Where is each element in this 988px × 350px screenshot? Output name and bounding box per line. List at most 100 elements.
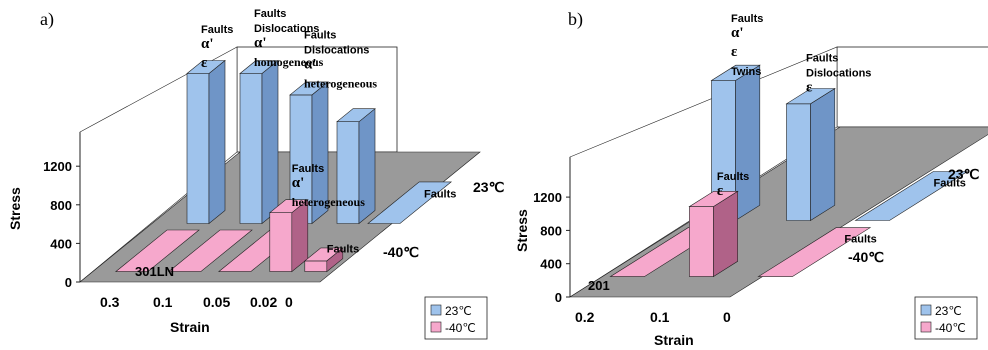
bar-s1-c2-flat: [757, 227, 872, 277]
annotation-line: Faults: [934, 178, 966, 190]
y-tick-label: 800: [50, 198, 72, 213]
bar-s0-c1-top: [239, 60, 279, 74]
annotation-line: Faults: [292, 163, 324, 175]
annotation-line: ε: [717, 183, 724, 199]
bar-s0-c1: [785, 87, 836, 222]
x-axis-title: Strain: [170, 319, 210, 335]
panel-label: a): [40, 9, 54, 30]
bar-s1-c4-front: [304, 260, 328, 272]
bar-s0-c1-front: [239, 73, 263, 224]
bar-s0-c1-side: [810, 87, 836, 222]
y-axis-title: Stress: [7, 187, 23, 230]
annotation-line: Dislocations: [806, 67, 871, 79]
x-tick-label: 0.05: [203, 294, 230, 310]
bar-s0-c4: [367, 181, 453, 224]
bar-s0-c0: [186, 59, 226, 225]
y-axis-title: Stress: [514, 209, 530, 252]
annotation-line: α': [731, 25, 744, 41]
bar-s0-c0-top: [710, 64, 761, 81]
bar-s0-c2-flat: [854, 171, 969, 221]
legend-label: -40℃: [445, 321, 476, 335]
annotation-line: Faults: [844, 234, 876, 246]
bar-s0-c1: [239, 59, 279, 225]
bar-s1-c1: [688, 190, 739, 278]
annotation-line: α': [304, 56, 317, 72]
chart-panel-2: 04008001200Faultsα'εTwinsFaultsDislocati…: [514, 9, 988, 348]
bar-s1-c0-flat: [114, 229, 200, 272]
back-wall: [836, 46, 988, 128]
bar-s1-c3-top: [268, 199, 309, 213]
bar-s0-c2: [289, 81, 329, 225]
annotation-line: Faults: [424, 189, 456, 201]
annotation-s1-c4: Faults: [327, 243, 359, 255]
annotation-line: Faults: [806, 52, 838, 64]
bar-s1-c4: [303, 247, 344, 273]
legend: 23℃ -40℃: [424, 296, 488, 340]
bar-s1-c3-front: [269, 212, 293, 272]
legend-label: 23℃: [445, 304, 472, 318]
depth-label: 23℃: [473, 179, 505, 195]
panel-label: b): [568, 9, 583, 30]
legend-label: -40℃: [935, 321, 966, 335]
x-tick-label: 0.02: [250, 294, 277, 310]
legend-swatch: [430, 321, 442, 333]
annotation-line: Faults: [717, 171, 749, 183]
annotation-line: ε: [201, 55, 208, 71]
bar-s0-c3: [336, 108, 376, 225]
legend: 23℃ -40℃: [914, 296, 978, 340]
annotation-line: Faults: [254, 8, 286, 20]
annotation-line: α': [201, 36, 214, 52]
annotation-line: heterogeneous: [304, 76, 377, 90]
depth-label: -40℃: [383, 244, 419, 260]
annotation-s1-c2: Faults: [844, 234, 876, 246]
x-tick-label: 0: [723, 309, 731, 325]
y-tick-label: 1200: [533, 190, 562, 205]
chart-panel-1: 04008001200Faultsα'εFaultsDislocationsα'…: [7, 8, 505, 340]
annotation-line: α': [254, 35, 267, 51]
annotation-line: ε: [806, 79, 813, 95]
bar-s0-c1-top: [785, 88, 836, 105]
annotation-line: Faults: [201, 24, 233, 36]
bar-s0-c2-top: [289, 81, 329, 96]
depth-label: 23℃: [948, 166, 980, 182]
annotation-line: heterogeneous: [292, 195, 365, 209]
annotation-line: Dislocations: [304, 44, 369, 56]
x-tick-label: 0.1: [650, 309, 670, 325]
legend-swatch: [430, 304, 442, 316]
bar-s1-c3: [268, 199, 309, 273]
annotation-line: α': [292, 175, 305, 191]
annotation-line: Dislocations: [254, 23, 319, 35]
legend-swatch: [920, 321, 932, 333]
annotation-line: ε: [731, 44, 738, 60]
x-tick-label: 0.1: [153, 294, 173, 310]
bar-s1-c1-flat: [167, 229, 253, 272]
y-tick-label: 800: [540, 223, 562, 238]
annotation-s0-c2: Faults: [934, 178, 966, 190]
bar-s1-c1-top: [688, 191, 739, 207]
y-tick-label: 0: [65, 275, 72, 290]
y-tick-label: 0: [555, 290, 562, 305]
bar-s1-c2: [757, 227, 872, 277]
annotation-line: Faults: [304, 29, 336, 41]
bar-s0-c0-front: [186, 73, 210, 224]
x-tick-label: 0.3: [100, 294, 120, 310]
annotation-line: Twins: [731, 66, 761, 78]
annotation-line: Faults: [327, 243, 359, 255]
bar-s0-c2: [854, 171, 969, 221]
x-axis-title: Strain: [654, 332, 694, 348]
y-tick-label: 1200: [43, 159, 72, 174]
bar-s0-c0-top: [186, 60, 226, 74]
annotation-s0-c4: Faults: [424, 189, 456, 201]
depth-label: -40℃: [848, 249, 884, 265]
bar-s1-c4-top: [303, 247, 344, 262]
legend-label: 23℃: [935, 304, 962, 318]
annotation-line: homogeneous: [254, 55, 324, 69]
